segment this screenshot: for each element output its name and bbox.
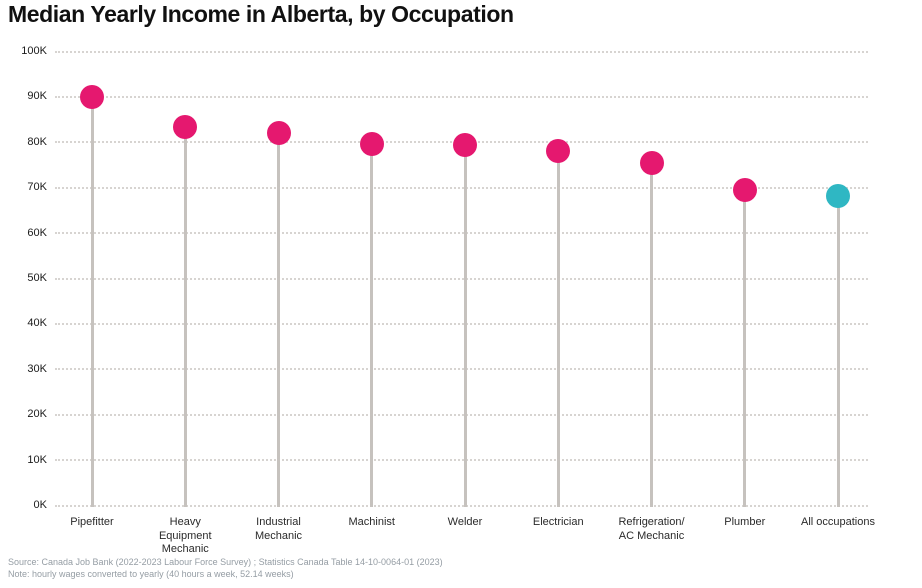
lollipop-stem-heavy-equipment-mechanic (183, 126, 187, 507)
x-axis-label-heavy-equipment-mechanic: Heavy Equipment Mechanic (158, 516, 212, 555)
data-point-electrician (546, 138, 571, 163)
source-note: Source: Canada Job Bank (2022-2023 Labou… (8, 557, 443, 567)
data-point-industrial-mechanic (266, 121, 291, 146)
gridline-40k (55, 322, 868, 325)
gridline-0k (55, 504, 868, 507)
data-point-machinist (359, 132, 384, 157)
y-axis-tick-100k: 100K (21, 45, 47, 57)
gridline-90k (55, 95, 868, 98)
lollipop-stem-plumber (743, 189, 747, 507)
y-axis-tick-0k: 0K (33, 499, 47, 511)
x-axis-label-industrial-mechanic: Industrial Mechanic (254, 516, 303, 542)
chart-title: Median Yearly Income in Alberta, by Occu… (8, 1, 514, 27)
x-axis-label-welder: Welder (447, 516, 483, 528)
y-axis-tick-50k: 50K (27, 272, 47, 284)
x-axis-label-all-occupations: All occupations (801, 516, 875, 528)
x-axis-label-electrician: Electrician (532, 516, 584, 528)
methodology-note: Note: hourly wages converted to yearly (… (8, 568, 294, 579)
gridline-20k (55, 413, 868, 416)
gridline-50k (55, 277, 868, 280)
data-point-welder (453, 132, 477, 157)
gridline-70k (55, 186, 868, 189)
lollipop-stem-electrician (556, 150, 560, 507)
lollipop-stem-pipefitter (90, 97, 94, 507)
data-point-pipefitter (80, 85, 104, 110)
x-axis-label-machinist: Machinist (348, 516, 395, 528)
y-axis-tick-80k: 80K (27, 135, 47, 148)
gridline-60k (55, 232, 868, 235)
y-axis-tick-60k: 60K (27, 226, 47, 239)
x-axis-label-refrigeration-ac-mechanic: Refrigeration/ AC Mechanic (618, 516, 685, 542)
y-axis-tick-30k: 30K (27, 362, 47, 375)
data-point-all-occupations (826, 183, 850, 208)
y-axis-tick-10k: 10K (27, 453, 47, 466)
data-point-plumber (732, 177, 757, 202)
chart-footnote: Source: Canada Job Bank (2022-2023 Labou… (8, 557, 443, 580)
y-axis-tick-20k: 20K (27, 408, 47, 421)
x-axis-label-plumber: Plumber (724, 516, 766, 528)
y-axis-tick-70k: 70K (27, 181, 47, 194)
lollipop-stem-all-occupations (836, 195, 840, 507)
gridline-30k (55, 368, 868, 371)
lollipop-stem-welder (463, 144, 467, 507)
lollipop-stem-refrigeration-ac-mechanic (650, 163, 653, 507)
y-axis-tick-90k: 90K (27, 90, 47, 103)
lollipop-stem-machinist (370, 144, 374, 507)
gridline-100k (55, 50, 868, 53)
x-axis-label-pipefitter: Pipefitter (70, 516, 114, 528)
gridline-10k (55, 459, 868, 462)
data-point-heavy-equipment-mechanic (173, 114, 198, 139)
data-point-refrigeration-ac-mechanic (639, 151, 664, 176)
y-axis-tick-40k: 40K (27, 317, 47, 330)
lollipop-stem-industrial-mechanic (277, 133, 280, 507)
